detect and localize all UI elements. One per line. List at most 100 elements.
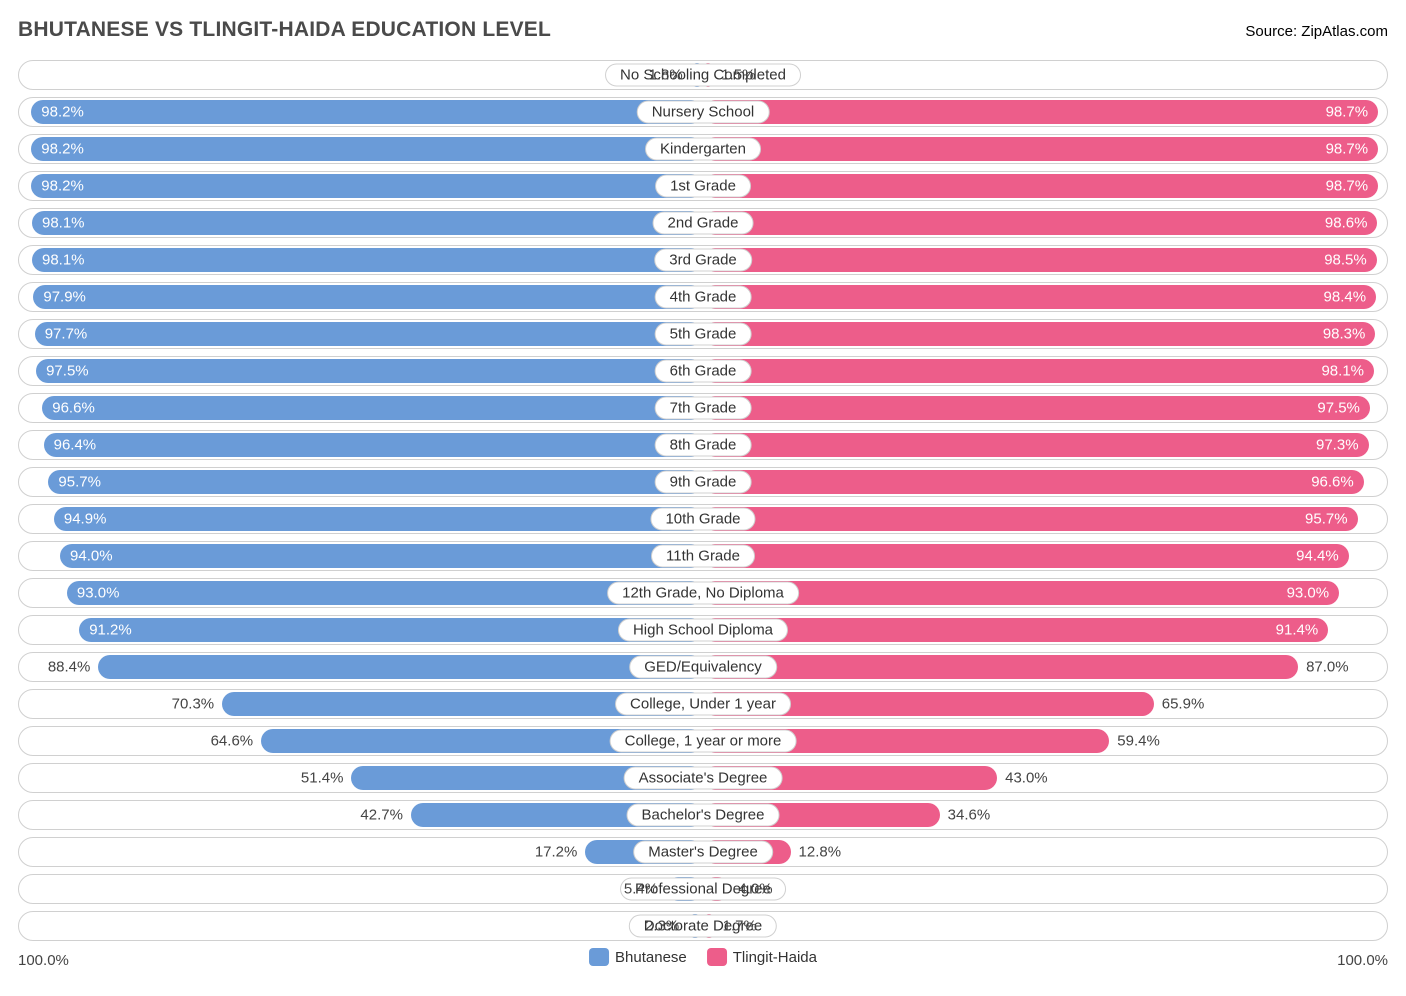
legend-label-right: Tlingit-Haida — [733, 949, 817, 966]
value-right: 4.0% — [738, 881, 772, 898]
value-right: 43.0% — [1005, 770, 1048, 787]
bar-right — [703, 655, 1298, 679]
value-left: 70.3% — [172, 696, 215, 713]
chart-row: 70.3%65.9%College, Under 1 year — [18, 689, 1388, 719]
bar-left — [31, 174, 703, 198]
value-left: 51.4% — [301, 770, 344, 787]
chart-row: 97.7%98.3%5th Grade — [18, 319, 1388, 349]
row-label: Nursery School — [637, 101, 770, 124]
value-left: 98.1% — [42, 215, 85, 232]
chart-row: 96.6%97.5%7th Grade — [18, 393, 1388, 423]
chart-row: 95.7%96.6%9th Grade — [18, 467, 1388, 497]
bar-right — [703, 396, 1370, 420]
row-label: 7th Grade — [655, 397, 752, 420]
bar-right — [703, 100, 1378, 124]
value-left: 98.2% — [41, 141, 84, 158]
row-label: 9th Grade — [655, 471, 752, 494]
value-right: 98.6% — [1325, 215, 1368, 232]
value-left: 5.4% — [624, 881, 658, 898]
value-right: 98.7% — [1326, 141, 1369, 158]
chart-header: BHUTANESE VS TLINGIT-HAIDA EDUCATION LEV… — [18, 18, 1388, 42]
row-label: Associate's Degree — [624, 767, 783, 790]
bar-right — [703, 544, 1349, 568]
value-right: 98.3% — [1323, 326, 1366, 343]
value-right: 95.7% — [1305, 511, 1348, 528]
source-name: ZipAtlas.com — [1301, 23, 1388, 40]
chart-row: 5.4%4.0%Professional Degree — [18, 874, 1388, 904]
row-label: 6th Grade — [655, 360, 752, 383]
value-left: 98.2% — [41, 178, 84, 195]
value-left: 98.2% — [41, 104, 84, 121]
value-left: 93.0% — [77, 585, 120, 602]
bar-left — [44, 433, 703, 457]
value-right: 1.7% — [723, 918, 757, 935]
value-left: 1.8% — [649, 67, 683, 84]
row-label: Kindergarten — [645, 138, 761, 161]
value-right: 98.7% — [1326, 178, 1369, 195]
bar-right — [703, 285, 1376, 309]
bar-right — [703, 174, 1378, 198]
value-right: 93.0% — [1287, 585, 1330, 602]
chart-row: 51.4% 43.0% Associate's Degree — [18, 763, 1388, 793]
axis-right-label: 100.0% — [1337, 952, 1388, 969]
chart-row: 64.6% 59.4% College, 1 year or more — [18, 726, 1388, 756]
bar-right — [703, 433, 1369, 457]
row-label: 4th Grade — [655, 286, 752, 309]
chart-row: 42.7%34.6%Bachelor's Degree — [18, 800, 1388, 830]
value-right: 91.4% — [1276, 622, 1319, 639]
chart-row: 17.2%12.8%Master's Degree — [18, 837, 1388, 867]
legend: Bhutanese Tlingit-Haida — [589, 948, 817, 966]
bar-left — [31, 100, 703, 124]
row-label: 2nd Grade — [653, 212, 754, 235]
bar-left — [33, 285, 703, 309]
value-right: 1.5% — [721, 67, 755, 84]
chart-row: 97.5%98.1%6th Grade — [18, 356, 1388, 386]
value-right: 12.8% — [799, 844, 842, 861]
bar-left — [42, 396, 703, 420]
value-right: 97.3% — [1316, 437, 1359, 454]
row-label: 5th Grade — [655, 323, 752, 346]
row-label: 1st Grade — [655, 175, 751, 198]
value-left: 94.0% — [70, 548, 113, 565]
value-left: 64.6% — [211, 733, 254, 750]
bar-right — [703, 359, 1374, 383]
bar-right — [703, 618, 1328, 642]
chart-row: 98.2% 98.7% Kindergarten — [18, 134, 1388, 164]
row-label: College, 1 year or more — [610, 730, 797, 753]
row-label: 11th Grade — [651, 545, 755, 568]
legend-item-left: Bhutanese — [589, 948, 687, 966]
bar-left — [36, 359, 703, 383]
chart-row: 98.2% 98.7% Nursery School — [18, 97, 1388, 127]
value-right: 98.1% — [1321, 363, 1364, 380]
value-right: 59.4% — [1117, 733, 1160, 750]
chart-row: 97.9% 98.4% 4th Grade — [18, 282, 1388, 312]
chart-row: 96.4%97.3%8th Grade — [18, 430, 1388, 460]
value-left: 42.7% — [360, 807, 403, 824]
row-label: 12th Grade, No Diploma — [607, 582, 799, 605]
value-left: 88.4% — [48, 659, 91, 676]
row-label: Bachelor's Degree — [627, 804, 780, 827]
value-left: 97.9% — [43, 289, 86, 306]
source-prefix: Source: — [1245, 23, 1301, 40]
value-left: 17.2% — [535, 844, 578, 861]
chart-row: 98.1% 98.6% 2nd Grade — [18, 208, 1388, 238]
bar-left — [32, 248, 703, 272]
legend-label-left: Bhutanese — [615, 949, 687, 966]
row-label: No Schooling Completed — [605, 64, 801, 87]
row-label: 8th Grade — [655, 434, 752, 457]
legend-swatch-right — [707, 948, 727, 966]
value-right: 94.4% — [1296, 548, 1339, 565]
chart-title: BHUTANESE VS TLINGIT-HAIDA EDUCATION LEV… — [18, 18, 551, 42]
bar-right — [703, 248, 1377, 272]
value-left: 98.1% — [42, 252, 85, 269]
value-right: 98.7% — [1326, 104, 1369, 121]
legend-swatch-left — [589, 948, 609, 966]
bar-left — [35, 322, 703, 346]
row-label: GED/Equivalency — [629, 656, 777, 679]
legend-item-right: Tlingit-Haida — [707, 948, 817, 966]
bar-left — [79, 618, 703, 642]
chart-source: Source: ZipAtlas.com — [1245, 23, 1388, 40]
bar-right — [703, 137, 1378, 161]
value-right: 97.5% — [1317, 400, 1360, 417]
value-right: 98.4% — [1324, 289, 1367, 306]
